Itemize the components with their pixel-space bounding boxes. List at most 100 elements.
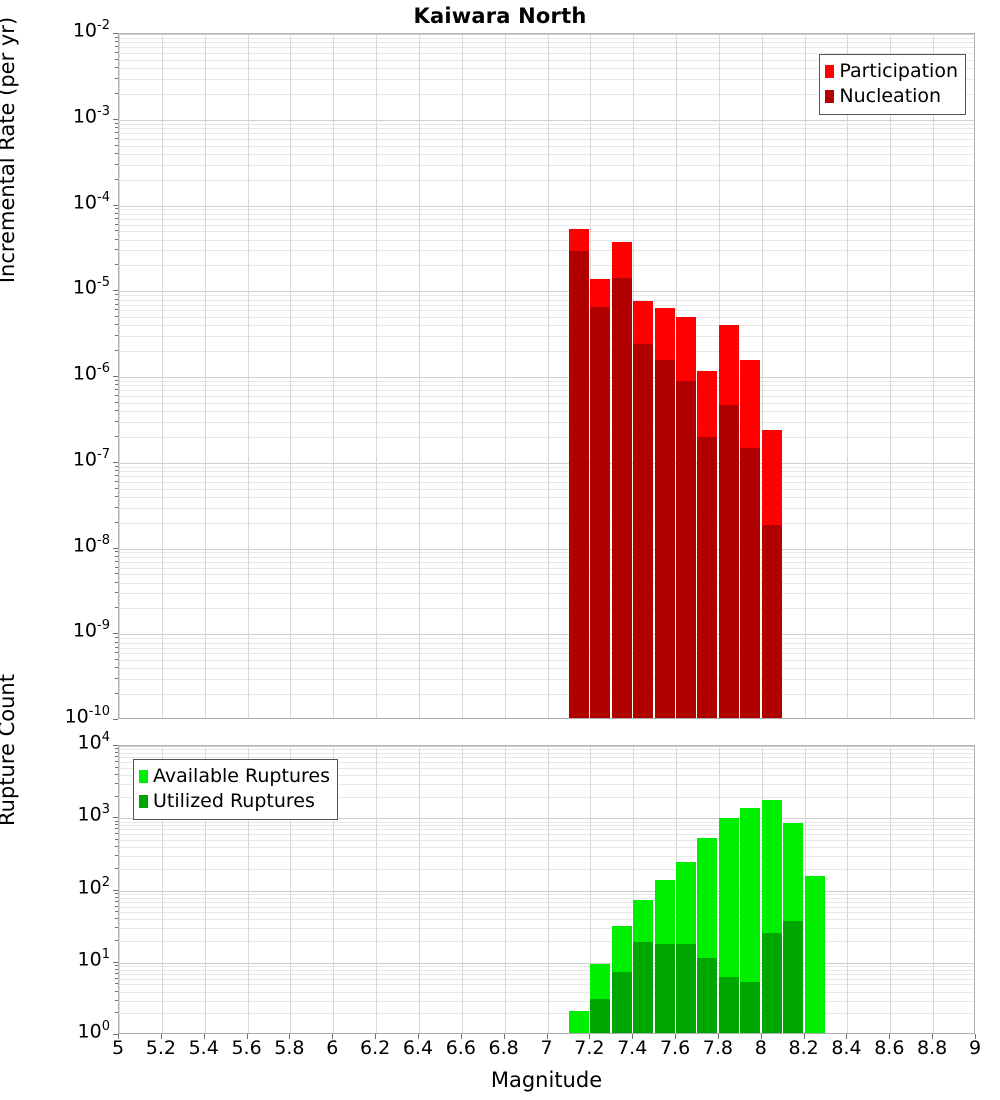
bar-segment-subset (697, 957, 718, 1033)
gridline-horizontal (119, 694, 974, 696)
y-axis-minor-tick (115, 983, 118, 985)
plot-area-top (119, 34, 974, 718)
gridline-horizontal (119, 138, 974, 140)
y-axis-tick-label: 103 (77, 802, 110, 826)
gridline-horizontal (119, 224, 974, 226)
bar-segment-subset (697, 436, 718, 718)
gridline-vertical (247, 34, 249, 718)
y-axis-tick-label: 10-4 (72, 189, 110, 213)
bar-segment-total (740, 808, 761, 1033)
y-axis-tick-mark (113, 889, 118, 891)
gridline-horizontal (119, 919, 974, 921)
gridline-vertical (890, 34, 892, 718)
y-axis-minor-tick (115, 667, 118, 669)
bar-group (740, 746, 761, 1033)
y-axis-minor-tick (115, 395, 118, 397)
gridline-horizontal (119, 325, 974, 327)
bar-group (697, 746, 718, 1033)
y-axis-tick-mark (113, 547, 118, 549)
bar-segment-subset (654, 359, 675, 718)
x-axis-tick-mark (203, 1034, 205, 1039)
gridline-horizontal (119, 912, 974, 914)
y-axis-minor-tick (115, 132, 118, 134)
gridline-horizontal (119, 145, 974, 147)
gridline-horizontal (119, 556, 974, 558)
y-axis-minor-tick (115, 303, 118, 305)
gridline-horizontal (119, 647, 974, 649)
x-axis-tick-mark (717, 1034, 719, 1039)
y-axis-tick-label: 100 (77, 1019, 110, 1043)
gridline-horizontal (119, 522, 974, 524)
x-axis-tick-mark (332, 1034, 334, 1039)
y-axis-tick-mark (113, 118, 118, 120)
y-axis-minor-tick (115, 389, 118, 391)
y-axis-minor-tick (115, 637, 118, 639)
x-axis-tick-label: 8 (754, 1037, 767, 1059)
participation-swatch-icon (825, 65, 835, 78)
rupture-count-plot: Available Ruptures Utilized Ruptures (118, 745, 975, 1034)
y-axis-minor-tick (115, 92, 118, 94)
y-axis-minor-tick (115, 465, 118, 467)
x-axis-tick-label: 7.2 (574, 1037, 605, 1059)
gridline-horizontal (119, 153, 974, 155)
x-axis-tick-mark (118, 1034, 119, 1039)
y-axis-minor-tick (115, 900, 118, 902)
gridline-horizontal (119, 847, 974, 848)
gridline-horizontal (119, 856, 974, 858)
y-axis-minor-tick (115, 678, 118, 680)
y-axis-minor-tick (115, 855, 118, 857)
y-axis-minor-tick (115, 581, 118, 583)
gridline-horizontal (119, 638, 974, 640)
y-axis-minor-tick (115, 480, 118, 482)
legend-incremental-rate: Participation Nucleation (819, 54, 966, 115)
gridline-horizontal (119, 834, 974, 836)
x-axis-tick-mark (803, 1034, 805, 1039)
gridline-horizontal (119, 34, 974, 35)
bar-group (568, 34, 589, 718)
gridline-horizontal (119, 582, 974, 584)
y-axis-minor-tick (115, 163, 118, 165)
gridline-horizontal (119, 295, 974, 297)
y-axis-tick-mark (113, 745, 118, 746)
x-axis-tick-label: 7.8 (702, 1037, 733, 1059)
bar-group (718, 746, 739, 1033)
gridline-horizontal (119, 642, 974, 644)
gridline-vertical (376, 34, 378, 718)
bar-group (611, 746, 632, 1033)
gridline-vertical (247, 746, 249, 1033)
bar-group (548, 746, 568, 1033)
gridline-horizontal (119, 411, 974, 413)
y-axis-minor-tick (115, 238, 118, 240)
y-axis-tick-label: 10-9 (72, 618, 110, 642)
bar-group (633, 34, 654, 718)
x-axis-tick-mark (160, 1034, 162, 1039)
gridline-vertical (333, 34, 335, 718)
gridline-horizontal (119, 984, 974, 986)
gridline-horizontal (119, 574, 974, 576)
y-axis-minor-tick (115, 410, 118, 412)
bar-segment-subset (633, 343, 654, 718)
gridline-vertical (204, 34, 206, 718)
gridline-horizontal (119, 299, 974, 301)
gridline-horizontal (119, 767, 974, 769)
gridline-vertical (633, 746, 635, 1033)
gridline-horizontal (119, 231, 974, 233)
gridline-horizontal (119, 488, 974, 490)
available-ruptures-swatch-icon (139, 770, 148, 783)
y-axis-minor-tick (115, 911, 118, 913)
bar-group (676, 34, 696, 718)
y-axis-tick-label: 10-2 (72, 18, 110, 42)
y-axis-minor-tick (115, 977, 118, 979)
y-axis-tick-mark (113, 1034, 118, 1035)
gridline-horizontal (119, 47, 974, 49)
bar-group (740, 34, 761, 718)
gridline-horizontal (119, 901, 974, 903)
y-axis-tick-label: 104 (77, 730, 110, 754)
gridline-horizontal (119, 653, 974, 655)
gridline-horizontal (119, 239, 974, 241)
y-axis-minor-tick (115, 475, 118, 477)
bar-segment-subset (654, 944, 675, 1033)
y-axis-minor-tick (115, 52, 118, 54)
y-axis-minor-tick (115, 927, 118, 929)
